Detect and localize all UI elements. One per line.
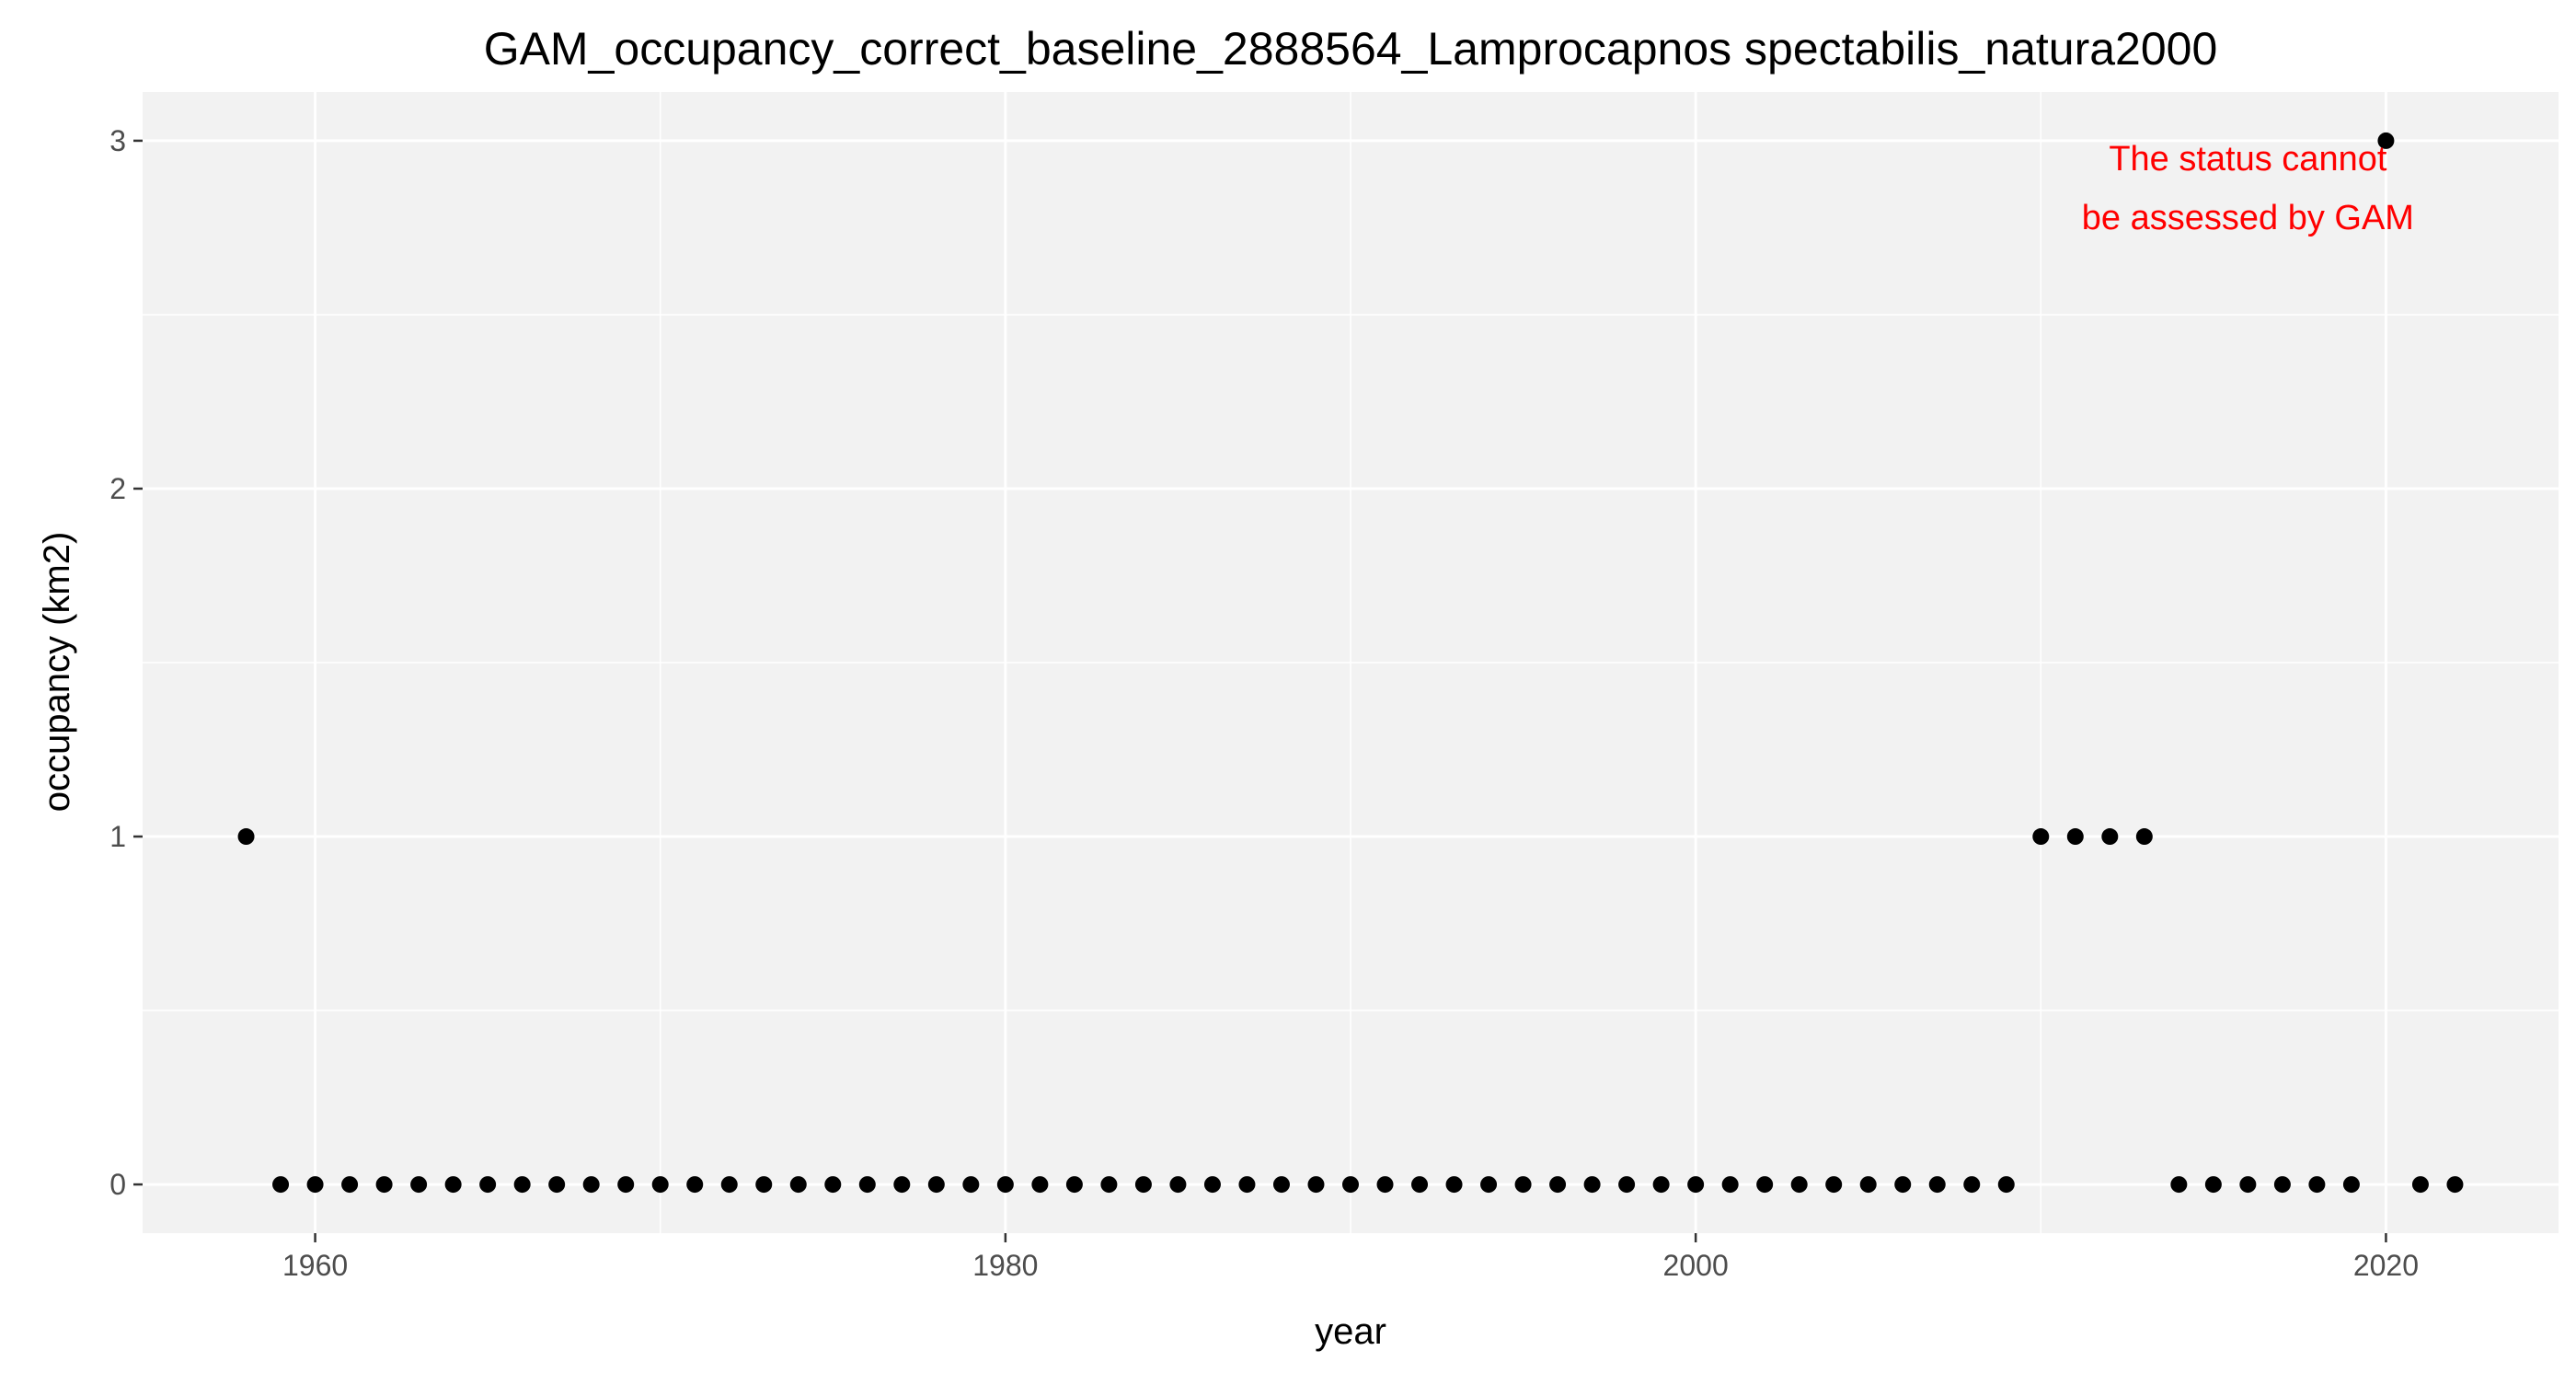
data-point — [2170, 1176, 2188, 1194]
data-point — [1756, 1176, 1774, 1194]
data-point — [858, 1176, 876, 1194]
data-point — [513, 1176, 531, 1194]
data-point — [1652, 1176, 1670, 1194]
annotation: The status cannot be assessed by GAM — [2082, 140, 2414, 237]
annotation-line: be assessed by GAM — [2082, 199, 2414, 237]
data-point — [1065, 1176, 1083, 1194]
data-point — [2204, 1176, 2222, 1194]
data-point — [1825, 1176, 1843, 1194]
data-point — [1307, 1176, 1325, 1194]
x-tick-label: 1980 — [972, 1249, 1038, 1282]
data-point — [996, 1176, 1014, 1194]
data-point — [1203, 1176, 1221, 1194]
data-point — [1894, 1176, 1912, 1194]
data-point — [1342, 1176, 1359, 1194]
data-point — [755, 1176, 773, 1194]
data-point — [237, 828, 255, 846]
data-point — [410, 1176, 428, 1194]
data-point — [1859, 1176, 1877, 1194]
data-point — [1618, 1176, 1636, 1194]
data-point — [651, 1176, 669, 1194]
chart-title: GAM_occupancy_correct_baseline_2888564_L… — [484, 23, 2218, 75]
x-tick-label: 2000 — [1663, 1249, 1729, 1282]
data-point — [1790, 1176, 1808, 1194]
data-point — [2342, 1176, 2360, 1194]
data-point — [1721, 1176, 1739, 1194]
data-point — [2135, 828, 2153, 846]
data-point — [1687, 1176, 1705, 1194]
data-point — [2446, 1176, 2464, 1194]
data-point — [1169, 1176, 1187, 1194]
data-point — [1963, 1176, 1981, 1194]
data-point — [1031, 1176, 1049, 1194]
data-point — [720, 1176, 738, 1194]
data-point — [2032, 828, 2050, 846]
data-point — [789, 1176, 807, 1194]
data-point — [548, 1176, 566, 1194]
data-point — [617, 1176, 635, 1194]
data-point — [2239, 1176, 2257, 1194]
data-point — [1411, 1176, 1429, 1194]
axis-ticks: 1960 1980 2000 2020 0 1 2 3 — [109, 124, 2419, 1282]
data-point — [1928, 1176, 1946, 1194]
data-point — [1134, 1176, 1152, 1194]
data-point — [272, 1176, 290, 1194]
data-point — [2273, 1176, 2291, 1194]
x-tick-label: 1960 — [282, 1249, 348, 1282]
data-point — [1514, 1176, 1532, 1194]
data-point — [1376, 1176, 1394, 1194]
data-point — [1100, 1176, 1118, 1194]
x-tick-label: 2020 — [2353, 1249, 2419, 1282]
y-tick-label: 2 — [109, 472, 126, 505]
data-point — [1480, 1176, 1498, 1194]
y-axis-title: occupancy (km2) — [37, 532, 77, 813]
data-point — [1272, 1176, 1290, 1194]
data-points — [237, 132, 2464, 1194]
x-axis-title: year — [1315, 1311, 1386, 1352]
data-point — [1238, 1176, 1256, 1194]
data-point — [962, 1176, 980, 1194]
data-point — [824, 1176, 842, 1194]
data-point — [1583, 1176, 1601, 1194]
data-point — [444, 1176, 462, 1194]
data-point — [479, 1176, 497, 1194]
annotation-line: The status cannot — [2109, 140, 2387, 179]
data-point — [2411, 1176, 2429, 1194]
data-point — [341, 1176, 359, 1194]
data-point — [893, 1176, 911, 1194]
data-point — [582, 1176, 600, 1194]
data-point — [1549, 1176, 1567, 1194]
data-point — [927, 1176, 945, 1194]
data-point — [2066, 828, 2084, 846]
data-point — [1997, 1176, 2015, 1194]
data-point — [686, 1176, 704, 1194]
y-tick-label: 3 — [109, 124, 126, 157]
y-tick-label: 0 — [109, 1168, 126, 1201]
data-point — [1445, 1176, 1463, 1194]
data-point — [2377, 132, 2395, 149]
data-point — [306, 1176, 324, 1194]
data-point — [375, 1176, 393, 1194]
data-point — [2308, 1176, 2326, 1194]
y-tick-label: 1 — [109, 820, 126, 853]
data-point — [2101, 828, 2119, 846]
